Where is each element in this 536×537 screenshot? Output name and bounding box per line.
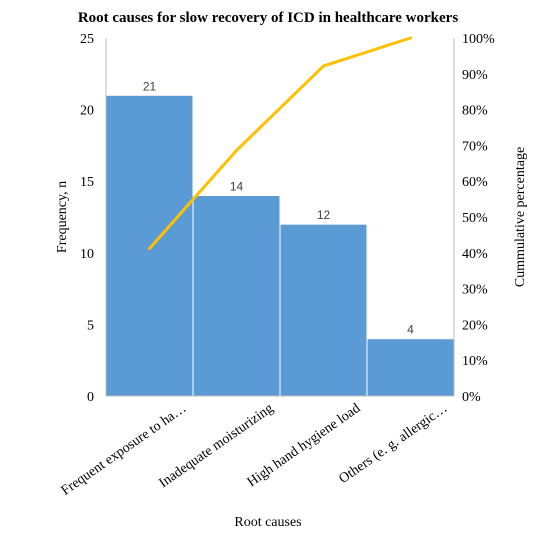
y-tick-label: 10 [80,247,94,262]
y2-tick-label: 90% [462,68,488,83]
y2-tick-label: 60% [462,175,488,190]
y-tick-label: 25 [80,32,94,47]
cumulative-percentage-line [148,36,412,251]
y-tick-label: 5 [87,318,94,333]
data-label: 12 [317,208,331,222]
bar-1 [105,94,194,397]
bar-2 [192,195,281,397]
y2-tick-label: 70% [462,139,488,154]
y2-tick-label: 50% [462,211,488,226]
bar-3 [279,223,368,397]
y2-tick-label: 80% [462,104,488,119]
y-tick-label: 15 [80,175,94,190]
y2-axis-title: Cummulative percentage [513,147,528,287]
x-axis-title: Root causes [234,515,301,530]
data-label: 21 [143,79,157,93]
data-label: 4 [407,323,414,337]
y2-tick-label: 40% [462,247,488,262]
y2-tick-label: 10% [462,354,488,369]
bars-group [105,94,455,397]
chart-title: Root causes for slow recovery of ICD in … [78,10,459,26]
y2-tick-label: 0% [462,390,481,405]
y2-tick-label: 30% [462,283,488,298]
y2-tick-label: 100% [462,32,495,47]
y-axis-title: Frequency, n [55,181,70,253]
data-label: 14 [230,180,244,194]
y-tick-label: 0 [87,390,94,405]
bar-4 [366,338,455,397]
y-tick-label: 20 [80,104,94,119]
y2-tick-label: 20% [462,318,488,333]
axes-group [105,38,455,397]
